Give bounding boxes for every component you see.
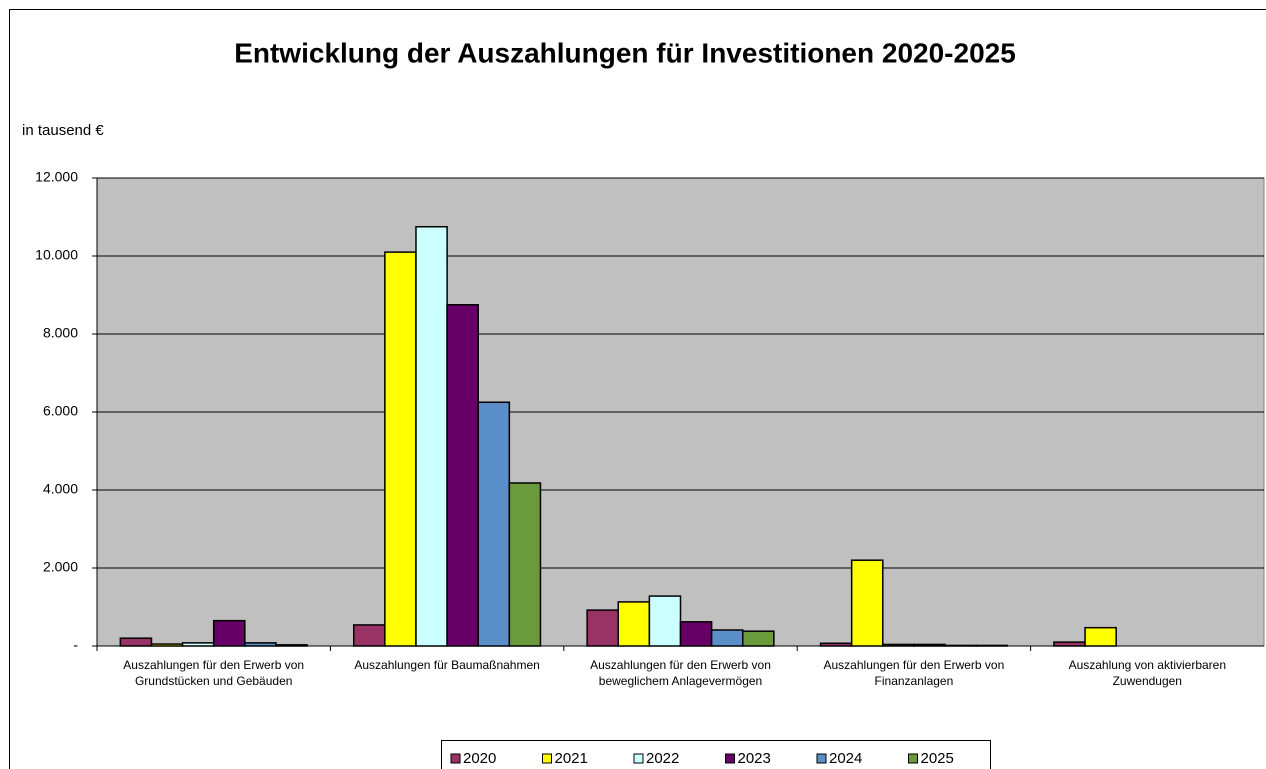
bar [1084,626,1117,647]
bar [384,251,417,647]
bar [710,629,744,647]
x-tick-label-line: Grundstücken und Gebäuden [135,674,292,688]
x-tick-label-line: beweglichem Anlagevermögen [599,674,762,688]
bar [477,401,511,647]
y-tick-label: - [73,637,78,653]
bar [617,601,651,647]
bar [648,595,682,647]
bar [850,559,884,647]
x-tick-label: Auszahlungen für den Erwerb von Finanzanl… [824,658,1005,688]
bar [212,619,246,647]
y-tick-label: 10.000 [35,247,78,263]
y-axis-label: in tausend € [22,122,104,139]
x-tick-label-line: Auszahlungen für den Erwerb von [824,658,1005,672]
bar [679,621,713,647]
legend-swatch [908,753,918,764]
bar [741,630,775,647]
legend-label: 2025 [921,750,954,767]
x-tick-label-line: Auszahlungen für den Erwerb von [123,658,304,672]
x-tick-label-line: Finanzanlagen [875,674,954,688]
legend-label: 2021 [555,750,588,767]
x-tick-label-line: Auszahlungen für Baumaßnahmen [354,658,539,672]
y-tick-label: 6.000 [43,403,78,419]
legend-label: 2020 [463,750,496,767]
x-tick-label: Auszahlungen für den Erwerb von beweglich… [590,658,771,688]
x-tick-label: Auszahlungen für den Erwerb von Grundstüc… [123,658,304,688]
bar [415,226,448,647]
legend-swatch [816,753,827,764]
bar [446,304,479,647]
bar [1053,641,1086,647]
y-tick-label: 8.000 [43,325,78,341]
x-tick-label-line: Auszahlung von aktivierbaren [1069,658,1226,672]
x-tick-label: Auszahlung von aktivierbaren Zuwendugen [1069,658,1226,688]
x-tick-label-line: Zuwendugen [1113,674,1182,688]
bar [586,609,620,647]
legend-swatch [450,753,461,764]
bar [119,637,153,647]
chart-title: Entwicklung der Auszahlungen für Investi… [234,37,1016,68]
legend-label: 2023 [738,750,771,767]
legend-swatch [542,753,552,764]
bar [508,482,542,647]
legend-label: 2024 [829,750,862,767]
legend-swatch [725,753,735,764]
legend-swatch [633,753,644,764]
x-tick-label-line: Auszahlungen für den Erwerb von [590,658,771,672]
bar [352,624,386,647]
y-tick-label: 12.000 [35,169,78,185]
y-tick-label: 4.000 [43,481,78,497]
y-tick-label: 2.000 [43,559,78,575]
legend-label: 2022 [646,750,679,767]
x-tick-label: Auszahlungen für Baumaßnahmen [354,658,539,672]
legend-box [441,740,991,769]
